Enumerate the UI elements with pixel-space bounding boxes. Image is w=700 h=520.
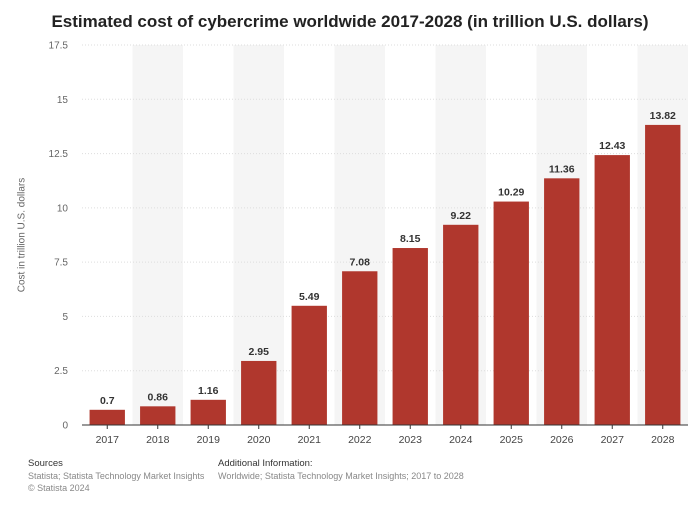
x-tick-label: 2025 [500,434,524,446]
bar [89,409,125,425]
data-label: 8.15 [400,233,421,245]
bar [392,248,428,425]
bar [594,155,630,425]
chart-title: Estimated cost of cybercrime worldwide 2… [51,12,649,31]
x-tick-label: 2022 [348,434,372,446]
y-tick-label: 2.5 [54,366,68,377]
bar [443,224,479,425]
bar [544,178,580,425]
data-label: 7.08 [350,256,371,268]
additional-info-text: Worldwide; Statista Technology Market In… [218,471,464,481]
sources-text: Statista; Statista Technology Market Ins… [28,471,205,481]
x-tick-label: 2021 [298,434,322,446]
data-label: 0.7 [100,395,115,407]
copyright-text: © Statista 2024 [28,483,90,493]
y-tick-label: 12.5 [49,149,69,160]
data-label: 9.22 [451,210,472,222]
x-tick-label: 2026 [550,434,574,446]
x-tick-label: 2027 [601,434,625,446]
bar-chart: 0 2.5 5 7.5 10 12.5 15 17.5 0.7 0.86 1.16 2.95 5.49… [49,41,688,446]
x-tick-label: 2024 [449,434,473,446]
y-axis-label: Cost in trillion U.S. dollars [16,177,28,293]
bar [493,201,529,425]
y-tick-label: 7.5 [54,258,68,269]
x-tick-label: 2017 [96,434,120,446]
data-label: 5.49 [299,291,320,303]
bar [241,360,277,425]
bar [291,305,327,425]
background-band [132,45,183,425]
data-labels: 0.7 0.86 1.16 2.95 5.49 7.08 8.15 9.22 10.29 11.3… [100,110,676,407]
data-label: 12.43 [599,140,625,152]
bars [89,124,681,425]
data-label: 10.29 [498,187,524,199]
sources-heading: Sources [28,458,63,469]
additional-info-block: Additional Information: Worldwide; Stati… [218,458,464,482]
x-axis-ticks: 2017 2018 2019 2020 2021 2022 2023 2024 2025 2026… [96,425,675,446]
bar [140,406,176,425]
y-tick-label: 15 [57,95,69,106]
bar [190,399,226,425]
x-tick-label: 2019 [197,434,221,446]
x-tick-label: 2020 [247,434,271,446]
data-label: 11.36 [549,163,575,175]
x-tick-label: 2023 [399,434,423,446]
y-tick-label: 5 [62,312,68,323]
y-tick-label: 0 [62,421,68,432]
additional-info-heading: Additional Information: [218,458,313,469]
bar [342,271,378,425]
y-tick-label: 17.5 [49,41,69,52]
bar [645,124,681,425]
gridlines [82,44,688,372]
data-label: 1.16 [198,385,219,397]
data-label: 2.95 [249,346,270,358]
x-tick-label: 2028 [651,434,675,446]
x-tick-label: 2018 [146,434,170,446]
data-label: 0.86 [148,391,169,403]
data-label: 13.82 [650,110,676,122]
y-tick-label: 10 [57,203,69,214]
sources-block: Sources Statista; Statista Technology Ma… [28,458,204,494]
y-axis-ticks: 0 2.5 5 7.5 10 12.5 15 17.5 [49,41,69,432]
